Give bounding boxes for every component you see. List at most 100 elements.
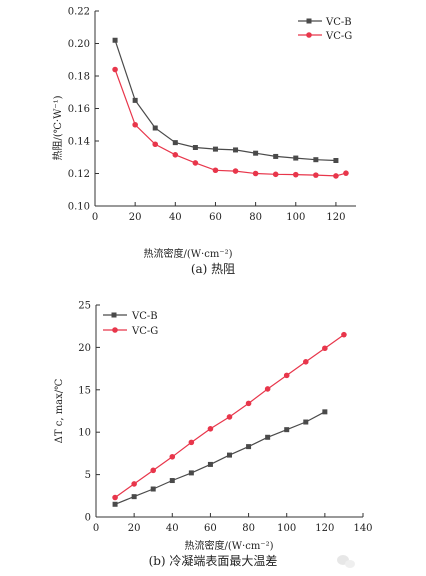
data-point-vc-b <box>253 150 259 156</box>
chart-a-x-ticks: 0 20 40 60 80 100 120 <box>92 202 345 223</box>
data-point-vc-g <box>252 170 259 177</box>
chart-a-legend: VC-B VC-G <box>298 17 352 42</box>
data-point-vc-b <box>284 427 290 433</box>
chart-a-y-label: 热阻/(℃·W⁻¹) <box>51 95 64 160</box>
y-tick-label: 10 <box>78 428 91 439</box>
wechat-icon <box>337 555 355 568</box>
data-point-vc-b <box>227 452 232 458</box>
x-tick-label: 40 <box>169 212 182 223</box>
chart-b-caption: (b) 冷凝端表面最大温差 <box>149 553 278 568</box>
chart-b-y-ticks: 0 5 10 15 20 25 <box>78 301 100 524</box>
data-point-vc-b <box>131 494 137 500</box>
y-tick-label: 0.22 <box>68 7 90 18</box>
chart-b-x-label: 热流密度/(W·cm⁻²) <box>185 539 274 552</box>
data-point-vc-b <box>333 158 339 163</box>
data-point-vc-b <box>313 157 319 163</box>
data-point-vc-g <box>343 170 349 176</box>
y-tick-label: 0.14 <box>68 137 90 148</box>
data-point-vc-b <box>172 140 178 146</box>
x-tick-label: 80 <box>242 523 255 534</box>
data-point-vc-b <box>169 478 175 484</box>
x-tick-label: 140 <box>353 523 372 534</box>
legend-vc-g-label: VC-G <box>325 31 352 42</box>
x-tick-label: 40 <box>166 523 179 534</box>
chart-b-plot <box>112 331 347 507</box>
data-point-vc-b <box>303 419 309 425</box>
data-point-vc-b <box>188 470 194 476</box>
legend-vc-g-marker <box>112 327 118 333</box>
legend-vc-b-marker <box>306 18 312 24</box>
data-point-vc-b <box>273 153 279 159</box>
chart-a-x-label: 热流密度/(W·cm⁻²) <box>144 247 233 260</box>
x-tick-label: 20 <box>128 523 141 534</box>
x-tick-label: 100 <box>286 212 305 223</box>
y-tick-label: 0 <box>85 513 91 524</box>
data-point-vc-g <box>131 481 137 487</box>
y-tick-label: 20 <box>78 343 91 354</box>
data-point-vc-g <box>272 171 279 178</box>
legend-vc-b-marker <box>111 312 117 318</box>
chart-a-y-ticks: 0.10 0.12 0.14 0.16 0.18 0.20 0.22 <box>68 7 99 213</box>
data-point-vc-g <box>192 160 199 166</box>
x-tick-label: 120 <box>315 523 334 534</box>
data-point-vc-b <box>233 147 239 153</box>
data-point-vc-b <box>322 409 328 415</box>
data-point-vc-b <box>150 486 156 492</box>
data-point-vc-b <box>207 461 213 467</box>
data-point-vc-g <box>132 121 138 128</box>
chart-b-x-ticks: 0 20 40 60 80 100 120 140 <box>93 513 373 534</box>
y-tick-label: 25 <box>78 301 91 312</box>
y-tick-label: 5 <box>85 470 91 481</box>
data-point-vc-b <box>112 501 118 507</box>
y-tick-label: 0.20 <box>68 39 90 50</box>
data-point-vc-g <box>245 400 252 407</box>
data-point-vc-g <box>112 494 118 501</box>
legend-vc-g-marker <box>306 32 312 38</box>
data-point-vc-b <box>192 145 198 150</box>
chart-a-plot <box>112 37 349 179</box>
data-point-vc-b <box>246 444 252 450</box>
chart-a-caption: (a) 热阻 <box>191 262 235 276</box>
data-point-vc-g <box>302 359 309 365</box>
chart-a: 0 20 40 60 80 100 120 0.10 0.12 0.14 0.16 0.18 0.20… <box>51 7 356 276</box>
data-point-vc-b <box>265 434 271 440</box>
data-point-vc-b <box>112 37 118 43</box>
legend-vc-b-label: VC-B <box>131 311 158 322</box>
x-tick-label: 0 <box>92 212 98 223</box>
x-tick-label: 120 <box>326 212 345 223</box>
data-point-vc-g <box>333 173 339 179</box>
data-point-vc-b <box>293 155 299 161</box>
y-tick-label: 0.16 <box>68 104 90 115</box>
y-tick-label: 0.12 <box>68 169 90 180</box>
data-point-vc-g <box>188 439 195 446</box>
data-point-vc-g <box>313 172 319 178</box>
chart-b-y-label: ΔT c, max/℃ <box>54 379 65 444</box>
data-point-vc-g <box>283 372 290 379</box>
y-tick-label: 0.10 <box>68 202 90 213</box>
chart-b-legend: VC-B VC-G <box>103 311 158 337</box>
legend-vc-g-label: VC-G <box>131 326 158 337</box>
data-point-vc-b <box>212 146 218 152</box>
chart-b: 0 20 40 60 80 100 120 140 0 5 10 15 20 25 热流密度/(W·cm… <box>54 301 373 569</box>
data-point-vc-b <box>152 125 158 131</box>
x-tick-label: 0 <box>93 523 99 534</box>
data-point-vc-g <box>232 168 239 174</box>
x-tick-label: 20 <box>129 212 142 223</box>
y-tick-label: 15 <box>78 385 91 396</box>
data-point-vc-g <box>152 141 159 148</box>
data-point-vc-g <box>169 453 176 460</box>
data-point-vc-g <box>322 345 328 352</box>
data-point-vc-g <box>292 171 299 178</box>
y-tick-label: 0.18 <box>68 72 90 83</box>
x-tick-label: 60 <box>209 212 222 223</box>
data-point-vc-g <box>172 152 179 158</box>
x-tick-label: 60 <box>204 523 217 534</box>
data-point-vc-g <box>341 331 347 338</box>
x-tick-label: 100 <box>277 523 296 534</box>
data-point-vc-g <box>112 66 118 73</box>
x-tick-label: 80 <box>249 212 262 223</box>
data-point-vc-g <box>207 426 214 432</box>
data-point-vc-g <box>264 386 271 392</box>
